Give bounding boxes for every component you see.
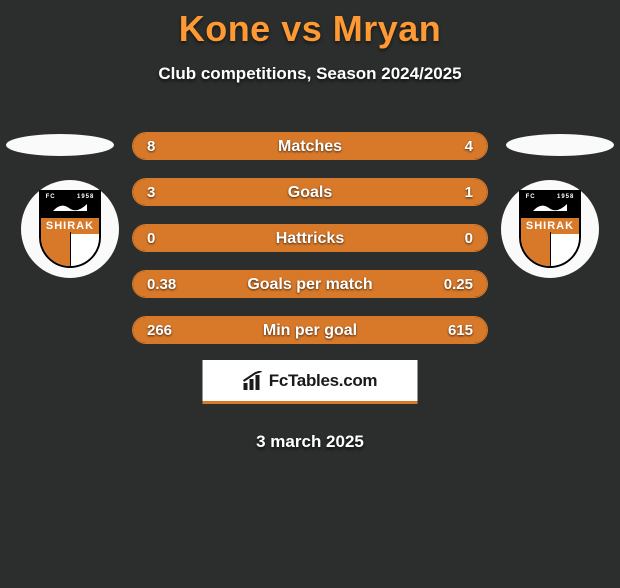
stat-label: Hattricks	[133, 225, 487, 252]
stat-value-right: 4	[465, 133, 473, 160]
club-crest-right: FC 1958 SHIRAK	[519, 190, 581, 268]
stat-label: Matches	[133, 133, 487, 160]
stat-row: 8Matches4	[132, 132, 488, 160]
stat-row: 0Hattricks0	[132, 224, 488, 252]
stat-label: Goals per match	[133, 271, 487, 298]
club-badge-right: FC 1958 SHIRAK	[501, 180, 599, 278]
stat-value-right: 0	[465, 225, 473, 252]
stat-row: 3Goals1	[132, 178, 488, 206]
stat-label: Goals	[133, 179, 487, 206]
stats-container: 8Matches4 3Goals1 0Hattricks0 0.38Goals per…	[132, 132, 488, 362]
club-badge-left: FC 1958 SHIRAK	[21, 180, 119, 278]
stat-value-right: 0.25	[444, 271, 473, 298]
subtitle: Club competitions, Season 2024/2025	[0, 64, 620, 84]
club-crest-left: FC 1958 SHIRAK	[39, 190, 101, 268]
chart-icon	[243, 371, 265, 391]
stat-label: Min per goal	[133, 317, 487, 344]
player-ellipse-right	[506, 134, 614, 156]
page-title: Kone vs Mryan	[0, 8, 620, 50]
stat-value-right: 1	[465, 179, 473, 206]
player-ellipse-left	[6, 134, 114, 156]
stat-row: 266Min per goal615	[132, 316, 488, 344]
brand-text: FcTables.com	[269, 371, 378, 391]
date-text: 3 march 2025	[0, 432, 620, 452]
brand-logo: FcTables.com	[203, 360, 418, 404]
stat-value-right: 615	[448, 317, 473, 344]
stat-row: 0.38Goals per match0.25	[132, 270, 488, 298]
